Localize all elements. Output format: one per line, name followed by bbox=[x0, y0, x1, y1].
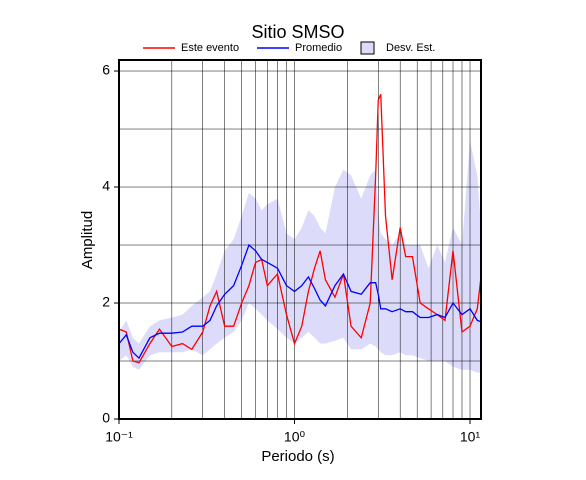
legend-label: Promedio bbox=[295, 42, 342, 54]
std-band bbox=[119, 140, 481, 373]
y-tick-label: 2 bbox=[102, 294, 110, 310]
y-tick-label: 0 bbox=[102, 410, 110, 426]
x-tick-label: 10¹ bbox=[460, 429, 481, 445]
y-tick-label: 4 bbox=[102, 178, 110, 194]
legend-label: Este evento bbox=[181, 42, 239, 54]
legend-swatch bbox=[360, 41, 375, 55]
series-line bbox=[118, 243, 481, 360]
x-axis-label: Periodo (s) bbox=[261, 448, 334, 465]
y-tick-label: 6 bbox=[102, 62, 110, 78]
chart-title: Sitio SMSO bbox=[251, 22, 344, 42]
series-line bbox=[118, 93, 482, 364]
legend-label: Desv. Est. bbox=[386, 42, 435, 54]
x-tick-label: 10⁻¹ bbox=[105, 429, 133, 445]
x-tick-label: 10⁰ bbox=[284, 429, 306, 445]
y-axis-label: Amplitud bbox=[79, 211, 96, 269]
plot-frame bbox=[118, 59, 482, 420]
